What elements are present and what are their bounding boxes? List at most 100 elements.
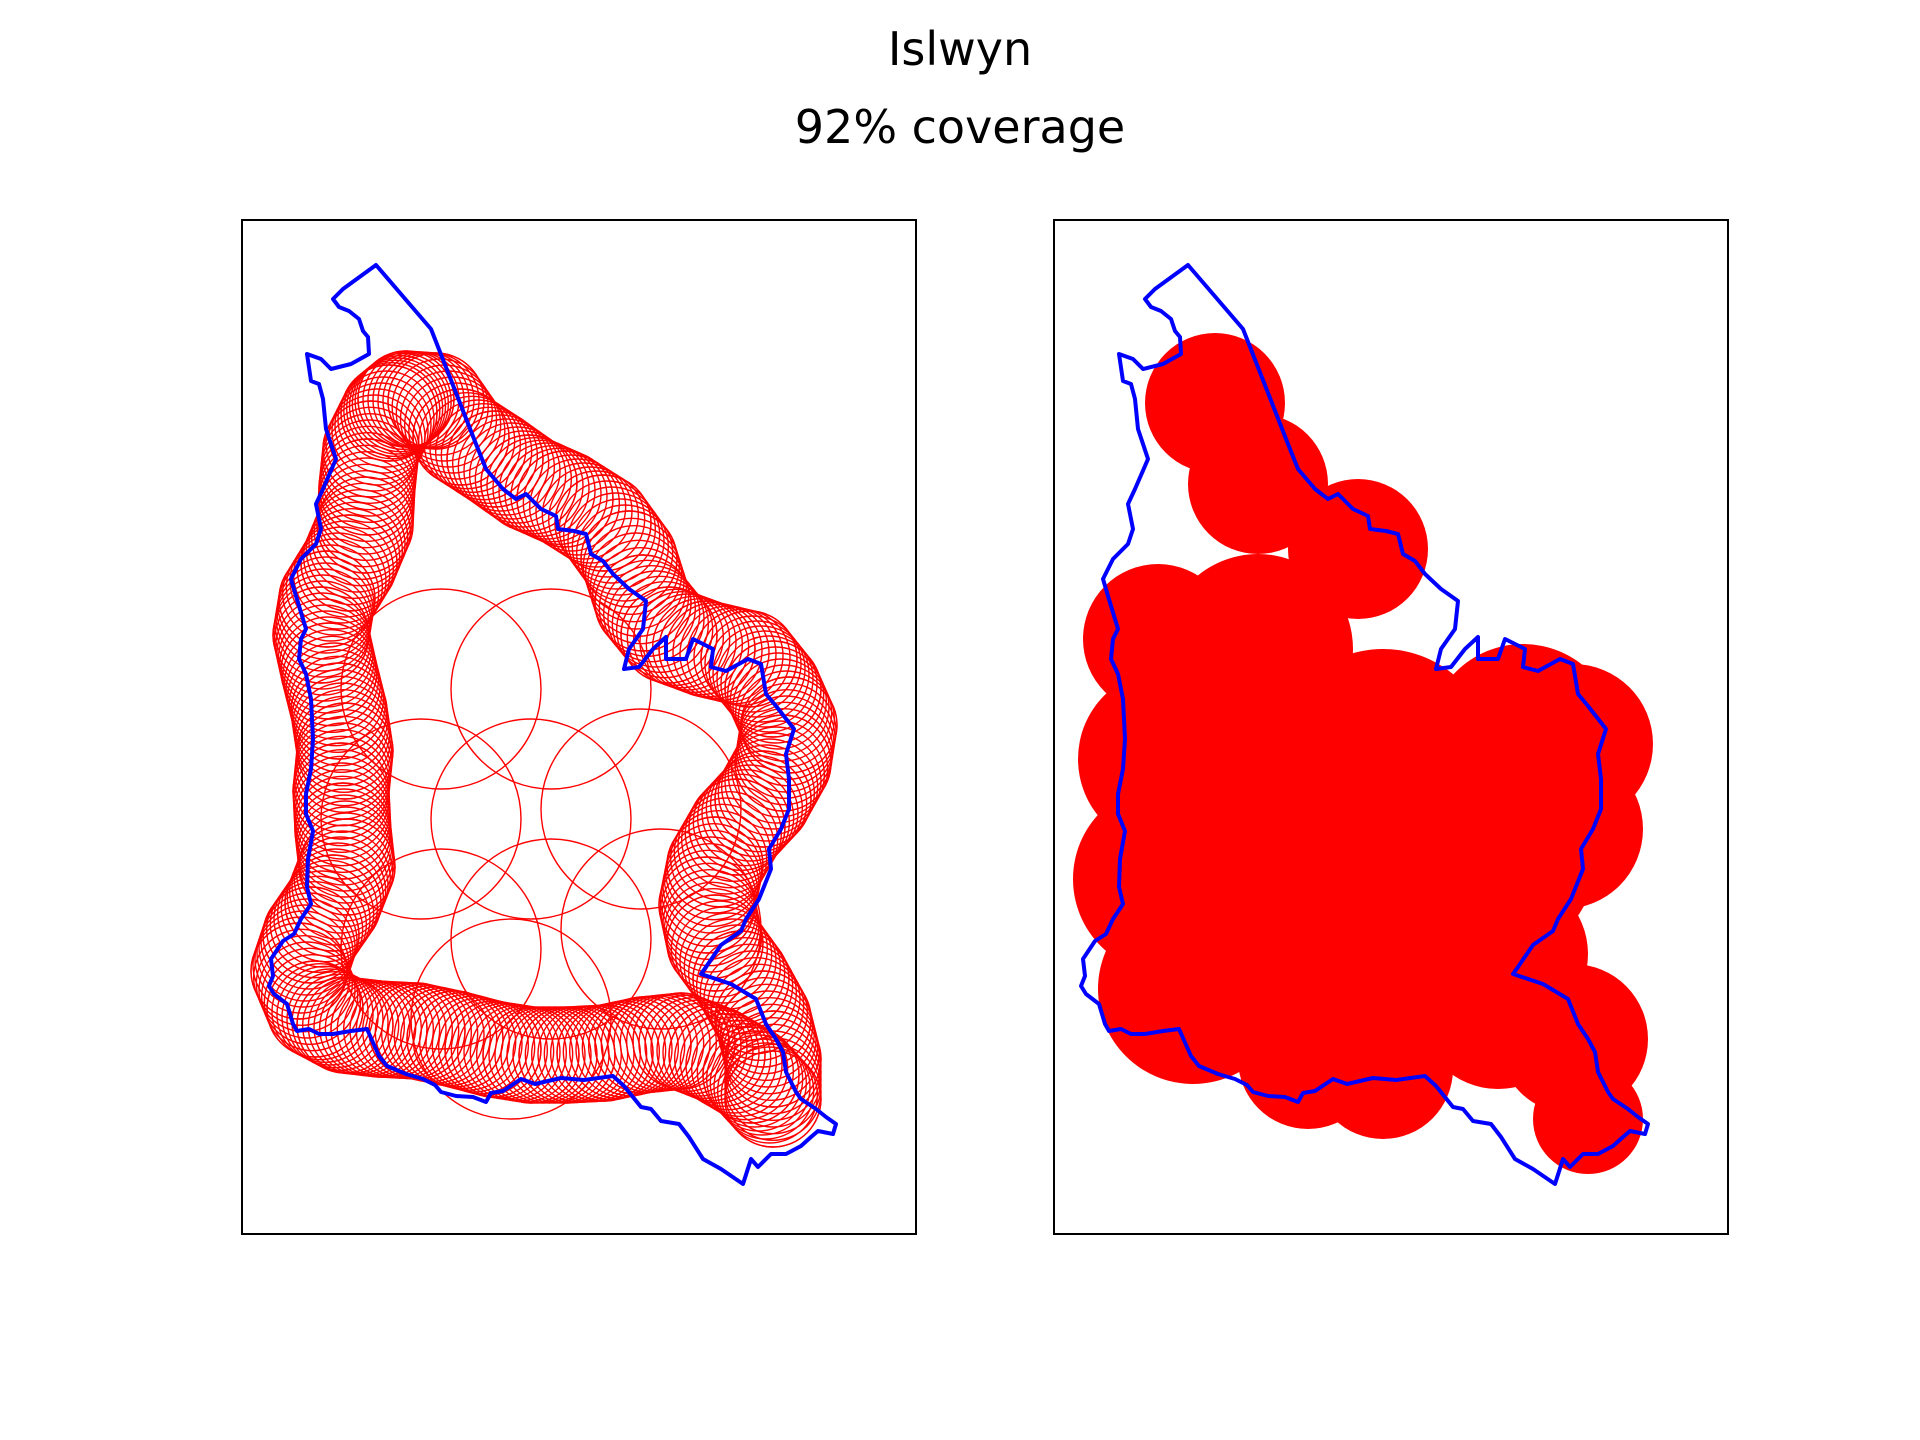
coverage-circle [522,454,621,552]
coverage-circle [305,501,404,600]
coverage-circle [571,498,670,596]
coverage-circle [720,635,818,733]
coverage-circle [727,726,826,824]
coverage-circle [547,470,646,568]
coverage-circle [677,797,775,895]
filled-coverage-panel [1053,219,1729,1235]
coverage-circle [284,854,382,952]
coverage-circle [700,610,798,708]
coverage-circle [602,564,701,663]
coverage-circle [274,598,373,696]
coverage-circle [343,361,441,460]
coverage-circle [351,354,450,453]
coverage-circle [269,875,368,974]
coverage-circle [734,664,833,762]
coverage-circle [288,842,387,940]
coverage-circle [310,488,409,587]
coverage-circle [265,880,364,979]
coverage-circles-filled [1073,333,1653,1174]
circles-outline-panel [241,219,917,1235]
coverage-circle [286,848,385,946]
coverage-circle-interior [430,718,632,920]
coverage-circle [712,625,810,723]
coverage-circle [286,970,384,1069]
coverage-circle [340,364,438,462]
coverage-circle [308,495,406,593]
coverage-circle [474,430,573,528]
coverage-circle-filled [1313,999,1453,1139]
coverage-circle-interior [450,588,652,790]
coverage-circle [666,894,764,992]
coverage-circle [664,822,763,921]
filled-coverage-map [1073,263,1653,1186]
coverage-circle [260,947,359,1046]
circles-outline-map [250,263,838,1186]
coverage-circle [281,968,379,1066]
coverage-circle [285,642,383,740]
coverage-circle [408,382,506,480]
coverage-circle [575,504,674,602]
coverage-circle [262,886,360,984]
coverage-circle [325,394,423,492]
coverage-circle-outlines [250,350,838,1148]
coverage-circle-filled [1188,414,1328,554]
figure-title: Islwyn [887,22,1033,76]
coverage-circle [258,941,356,1039]
coverage-circle [664,887,763,986]
region-boundary [1079,263,1650,1186]
coverage-circle [446,410,544,508]
coverage-circle [562,486,661,584]
coverage-circle [403,376,502,474]
coverage-circle [662,1003,760,1102]
coverage-circle-interior [340,848,542,1050]
coverage-circle [720,996,819,1095]
coverage-circle [288,655,387,754]
coverage-circle [498,442,596,540]
coverage-circle [258,898,356,996]
coverage-circle [656,1001,754,1100]
coverage-circle [680,790,779,889]
coverage-circle [286,648,385,747]
coverage-circle [348,357,447,455]
coverage-circle-interior [540,708,742,910]
coverage-circle [709,754,808,853]
coverage-circle [412,388,510,486]
coverage-circle [504,444,602,543]
coverage-circle [357,350,455,448]
coverage-circle [726,646,825,744]
coverage-circle [271,962,369,1061]
coverage-circle [705,759,804,858]
coverage-circle [492,439,590,538]
coverage-circle [663,881,762,980]
coverage-circle-interior [340,588,542,790]
coverage-circle [528,458,627,556]
coverage-circle [670,900,769,998]
coverage-circle [568,1001,667,1100]
coverage-circle [704,615,802,713]
coverage-circle [541,466,640,564]
coverage-circle [587,532,685,630]
coverage-circle [716,1042,815,1140]
coverage-circle-filled [1498,964,1648,1114]
coverage-circle [354,352,452,451]
region-boundary [267,263,838,1186]
coverage-circle [660,842,759,941]
coverage-circle [709,1034,808,1132]
coverage-circle-interior [320,718,522,920]
coverage-circle [331,382,429,480]
coverage-circle [567,492,665,590]
coverage-circle-interior [410,918,612,1120]
coverage-circle [693,608,791,707]
coverage-circle [263,953,362,1052]
coverage-circle [334,376,432,474]
coverage-circle [440,406,539,505]
coverage-circle [276,864,375,963]
coverage-circle [685,1016,783,1114]
coverage-circle [451,414,550,512]
coverage-subtitle: 92% coverage [794,100,1126,154]
coverage-circle [457,418,556,516]
coverage-circle [285,538,384,636]
coverage-circle [345,359,444,458]
coverage-circle [252,928,351,1027]
coverage-circle [668,1006,766,1104]
